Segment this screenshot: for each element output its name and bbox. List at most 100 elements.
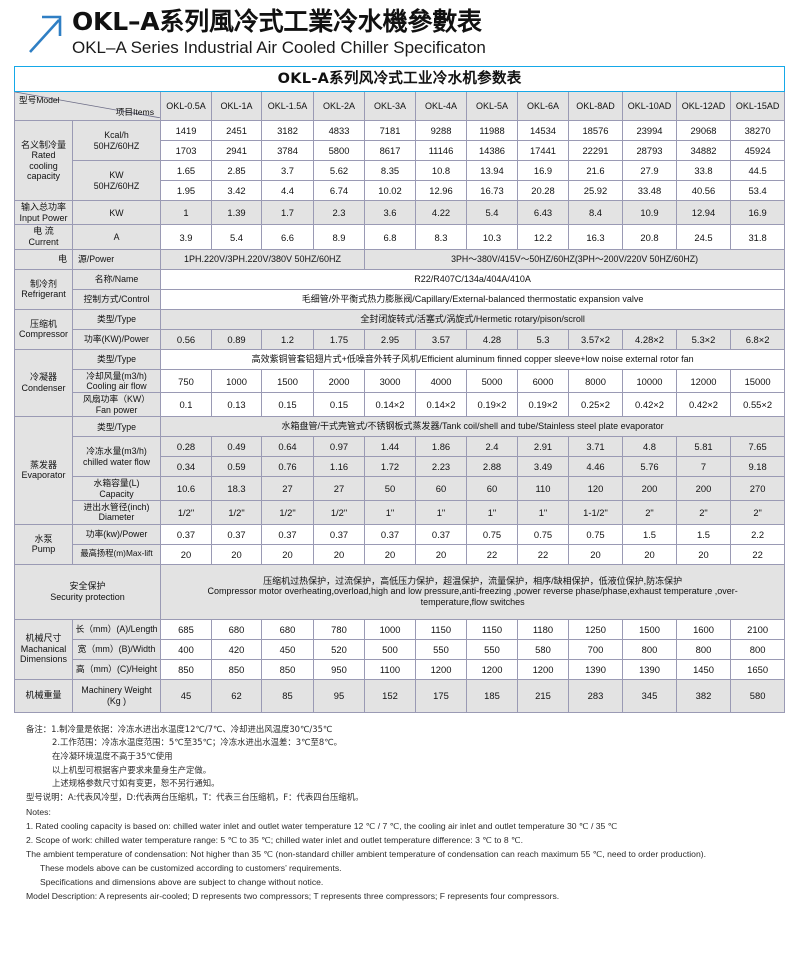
label-line: 进出水管径(inch): [83, 501, 150, 512]
model-col-6: OKL-5A: [466, 91, 518, 122]
cell-airflow-5: 4000: [415, 368, 467, 394]
item-compressor-power: 功率(KW)/Power: [72, 328, 161, 350]
cell-fanpower-6: 0.19×2: [466, 392, 518, 418]
cell-kw50-6: 13.94: [466, 160, 518, 182]
cell-tankcap-3: 27: [313, 476, 365, 501]
note-cn-1: 备注：1.制冷量是依据：冷冻水进出水温度12℃/7℃、冷却进出风温度30℃/35…: [26, 723, 333, 734]
cell-airflow-6: 5000: [466, 368, 518, 394]
cell-inputpower-9: 10.9: [622, 200, 677, 226]
cell-kcal60-1: 2941: [211, 140, 262, 162]
cell-current-10: 24.5: [676, 224, 731, 250]
cell-kcal50-9: 23994: [622, 120, 677, 142]
model-col-5: OKL-4A: [415, 91, 467, 122]
cell-tankcap-2: 27: [261, 476, 314, 501]
table-banner: OKL-A系列风冷式工业冷水机参数表: [13, 66, 786, 93]
page-title-en: OKL–A Series Industrial Air Cooled Chill…: [72, 38, 486, 57]
table-row: 机械尺寸 Machanical Dimensions 长（mm）(A)/Leng…: [14, 618, 786, 680]
cell-len-4: 1000: [364, 618, 416, 640]
label-line: 50HZ/60HZ: [93, 180, 140, 191]
row-group-dimensions: 机械尺寸 Machanical Dimensions: [14, 618, 73, 680]
cell-flow60-5: 2.23: [415, 456, 467, 478]
cell-power-1ph: 1PH.220V/3PH.220V/380V 50HZ/60HZ: [160, 248, 365, 270]
row-group-input-power: 输入总功率 Input Power: [14, 200, 73, 226]
cell-refrigerant-name: R22/R407C/134a/404A/410A: [159, 268, 786, 290]
cell-comp-power-1: 0.89: [211, 328, 262, 350]
note-cn-4: 以上机型可根据客户要求来量身生产定做。: [52, 764, 212, 775]
model-col-7: OKL-6A: [517, 91, 569, 122]
row-group-security: 安全保护 Security protection: [14, 563, 161, 620]
cell-comp-power-11: 6.8×2: [729, 328, 786, 350]
cell-kcal60-11: 45924: [729, 140, 786, 162]
cell-dia-3: 1/2": [313, 499, 365, 525]
note-en-model-desc: Model Description: A represents air-cool…: [26, 890, 560, 901]
table-row: 安全保护 Security protection 压缩机过热保护，过流保护，高低…: [14, 563, 786, 620]
cell-hgt-9: 1390: [622, 658, 677, 680]
cell-lift-5: 20: [415, 543, 467, 565]
table-row: 功率(KW)/Power 0.56 0.89 1.2 1.75 2.95 3.5…: [15, 328, 786, 350]
cell-kcal60-7: 17441: [517, 140, 569, 162]
cell-kcal60-5: 11146: [415, 140, 467, 162]
cell-flow60-0: 0.34: [160, 456, 212, 478]
cell-hgt-2: 850: [261, 658, 314, 680]
cell-pumppower-8: 0.75: [568, 523, 623, 545]
cell-tankcap-0: 10.6: [160, 476, 212, 501]
label-line: Condenser: [21, 382, 66, 393]
cell-kcal50-6: 11988: [466, 120, 518, 142]
item-refrigerant-control: 控制方式/Control: [72, 288, 161, 310]
cell-flow50-10: 5.81: [676, 436, 731, 458]
table-row: 风扇功率（KW） Fan power 0.1 0.13 0.15 0.15 0.…: [15, 392, 786, 418]
cell-hgt-5: 1200: [415, 658, 467, 680]
corner-model-label: 型号Model: [19, 95, 60, 106]
item-kw-unit: KW 50HZ/60HZ: [72, 160, 161, 202]
cell-pumppower-7: 0.75: [517, 523, 569, 545]
cell-hgt-11: 1650: [729, 658, 786, 680]
label-line: 风扇功率（KW）: [83, 394, 150, 405]
cell-hgt-7: 1200: [517, 658, 569, 680]
cell-kcal50-3: 4833: [313, 120, 365, 142]
cell-current-7: 12.2: [517, 224, 569, 250]
label-line: Current: [28, 237, 59, 248]
cell-kw60-6: 16.73: [466, 180, 518, 202]
table-row: 电 源/Power 1PH.220V/3PH.220V/380V 50HZ/60…: [14, 248, 786, 270]
label-line: 名义制冷量: [20, 139, 66, 150]
cell-inputpower-0: 1: [160, 200, 212, 226]
cell-kw50-0: 1.65: [160, 160, 212, 182]
cell-flow60-7: 3.49: [517, 456, 569, 478]
note-en-2: 2. Scope of work: chilled water temperat…: [26, 835, 524, 846]
table-row: 制冷剂 Refrigerant 名称/Name R22/R407C/134a/4…: [14, 268, 786, 310]
cell-kcal60-2: 3784: [261, 140, 314, 162]
cell-kw60-5: 12.96: [415, 180, 467, 202]
cell-current-6: 10.3: [466, 224, 518, 250]
cell-kcal50-10: 29068: [676, 120, 731, 142]
cell-kw50-4: 8.35: [364, 160, 416, 182]
title-block: OKL–A系列風冷式工業冷水機參數表 OKL–A Series Industri…: [0, 0, 789, 62]
cell-airflow-8: 8000: [568, 368, 623, 394]
item-compressor-type: 类型/Type: [72, 308, 161, 330]
note-en-3: The ambient temperature of condensation:…: [26, 849, 706, 860]
cell-comp-power-8: 3.57×2: [568, 328, 623, 350]
cell-inputpower-8: 8.4: [568, 200, 623, 226]
item-kcal-unit: Kcal/h 50HZ/60HZ: [72, 120, 161, 162]
cell-wid-3: 520: [313, 638, 365, 660]
table-row: 名义制冷量 Rated cooling capacity Kcal/h 50HZ…: [14, 120, 786, 202]
cell-comp-power-7: 5.3: [517, 328, 569, 350]
cell-flow60-1: 0.59: [211, 456, 262, 478]
cell-fanpower-0: 0.1: [160, 392, 212, 418]
cell-wid-0: 400: [160, 638, 212, 660]
cell-weight-3: 95: [313, 678, 365, 713]
cell-weight-9: 345: [622, 678, 677, 713]
cell-pumppower-0: 0.37: [160, 523, 212, 545]
cell-kcal50-2: 3182: [261, 120, 314, 142]
cell-kw60-1: 3.42: [211, 180, 262, 202]
cell-flow60-4: 1.72: [364, 456, 416, 478]
cell-kcal50-0: 1419: [160, 120, 212, 142]
cell-len-5: 1150: [415, 618, 467, 640]
row-group-refrigerant: 制冷剂 Refrigerant: [14, 268, 73, 310]
cell-kw60-9: 33.48: [622, 180, 677, 202]
cell-weight-2: 85: [261, 678, 314, 713]
cell-kcal60-4: 8617: [364, 140, 416, 162]
cell-hgt-4: 1100: [364, 658, 416, 680]
table-row: 最高扬程(m)Max-lift 20 20 20 20 20 20 22 22 …: [15, 543, 786, 565]
label-line: Security protection: [50, 591, 125, 602]
cell-refrigerant-control: 毛细管/外平衡式热力膨胀阀/Capillary/External-balance…: [159, 288, 786, 310]
